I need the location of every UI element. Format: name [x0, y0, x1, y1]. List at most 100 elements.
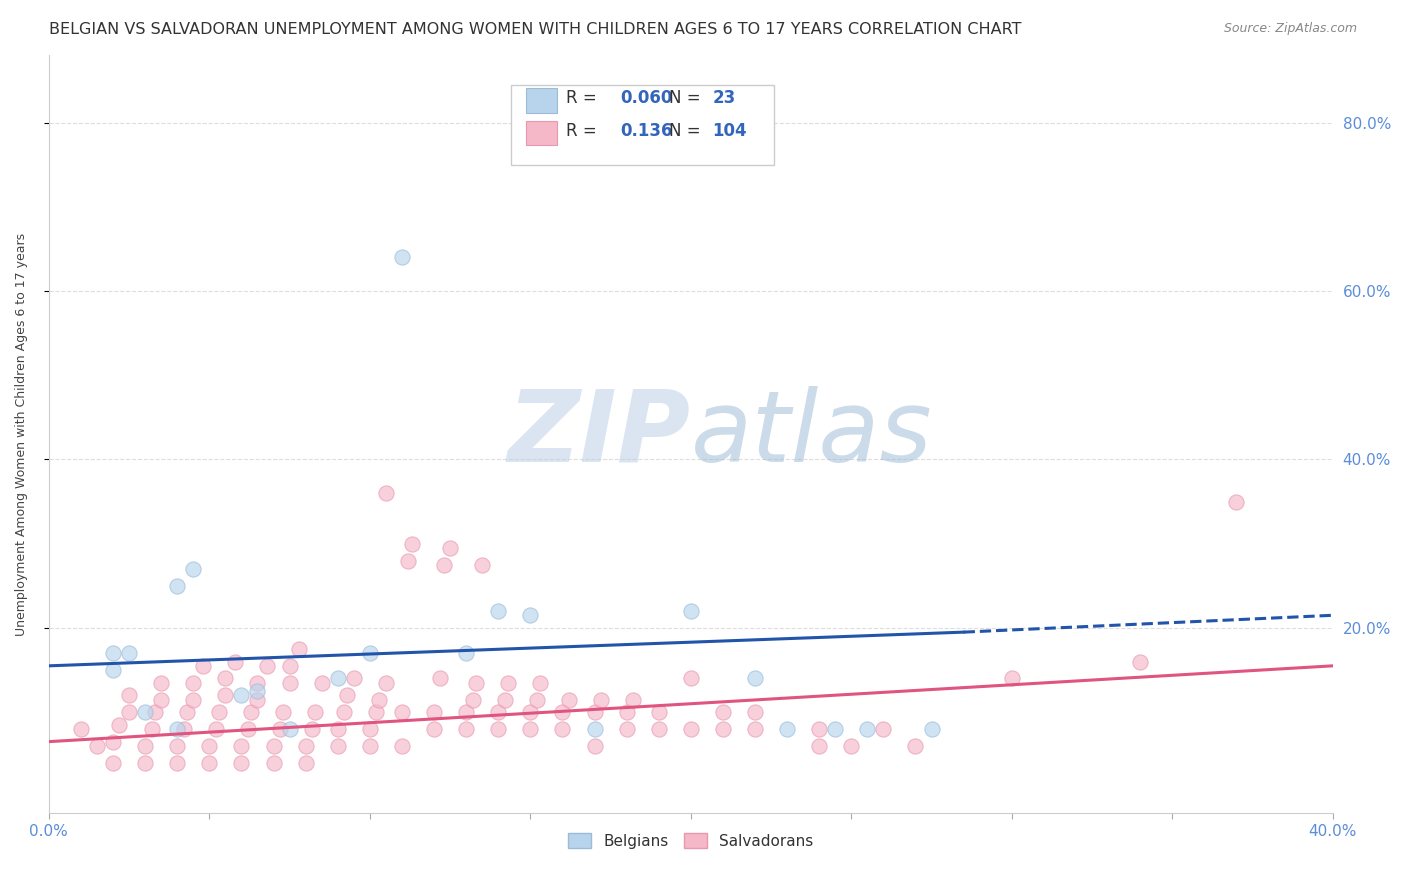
Point: [551, 722, 574, 736]
Point: [166, 756, 188, 770]
Point: [134, 705, 156, 719]
Point: [558, 692, 581, 706]
Point: [839, 739, 862, 753]
Point: [486, 705, 509, 719]
Point: [101, 646, 124, 660]
Point: [1129, 655, 1152, 669]
Point: [872, 722, 894, 736]
Point: [86, 739, 108, 753]
Point: [143, 705, 166, 719]
Point: [326, 722, 349, 736]
FancyBboxPatch shape: [526, 121, 557, 145]
Point: [423, 705, 446, 719]
FancyBboxPatch shape: [510, 86, 775, 165]
Point: [288, 642, 311, 657]
Point: [391, 739, 413, 753]
Point: [304, 705, 326, 719]
Point: [333, 705, 356, 719]
Point: [589, 692, 612, 706]
Point: [118, 646, 141, 660]
Point: [326, 739, 349, 753]
Point: [429, 672, 451, 686]
Point: [744, 705, 766, 719]
Point: [456, 722, 478, 736]
Point: [278, 722, 301, 736]
Point: [1001, 672, 1024, 686]
Point: [256, 658, 278, 673]
Point: [236, 722, 259, 736]
Point: [904, 739, 927, 753]
Point: [456, 705, 478, 719]
Point: [208, 705, 231, 719]
Point: [529, 675, 551, 690]
Point: [101, 663, 124, 677]
Point: [269, 722, 291, 736]
Point: [294, 739, 316, 753]
Point: [326, 672, 349, 686]
Point: [679, 722, 702, 736]
Point: [583, 705, 606, 719]
Point: [70, 722, 93, 736]
Y-axis label: Unemployment Among Women with Children Ages 6 to 17 years: Unemployment Among Women with Children A…: [15, 233, 28, 636]
Point: [263, 739, 285, 753]
Point: [744, 722, 766, 736]
Point: [231, 739, 253, 753]
Point: [616, 722, 638, 736]
Point: [711, 705, 734, 719]
Point: [486, 604, 509, 618]
Point: [181, 562, 204, 576]
Point: [711, 722, 734, 736]
Point: [519, 705, 541, 719]
Point: [391, 250, 413, 264]
Point: [856, 722, 879, 736]
Text: N =: N =: [669, 89, 706, 107]
Text: N =: N =: [669, 122, 706, 140]
Point: [471, 558, 494, 572]
Point: [519, 608, 541, 623]
Point: [181, 675, 204, 690]
Point: [198, 739, 221, 753]
Point: [191, 658, 214, 673]
Text: atlas: atlas: [690, 385, 932, 483]
Point: [808, 739, 831, 753]
Point: [423, 722, 446, 736]
Point: [204, 722, 226, 736]
Point: [391, 705, 413, 719]
Point: [433, 558, 456, 572]
Point: [231, 688, 253, 702]
Text: 0.060: 0.060: [620, 89, 672, 107]
Point: [150, 675, 173, 690]
Point: [246, 684, 269, 698]
Point: [808, 722, 831, 736]
Point: [224, 655, 246, 669]
Legend: Belgians, Salvadorans: Belgians, Salvadorans: [562, 827, 820, 855]
Point: [246, 675, 269, 690]
Point: [301, 722, 323, 736]
Point: [366, 705, 388, 719]
Point: [166, 722, 188, 736]
Point: [1225, 494, 1247, 508]
Point: [621, 692, 644, 706]
Text: ZIP: ZIP: [508, 385, 690, 483]
Point: [486, 722, 509, 736]
Point: [181, 692, 204, 706]
Point: [278, 675, 301, 690]
Point: [461, 692, 484, 706]
Point: [679, 672, 702, 686]
Point: [118, 705, 141, 719]
Point: [134, 739, 156, 753]
Point: [401, 537, 423, 551]
Point: [374, 486, 396, 500]
Point: [278, 658, 301, 673]
Point: [616, 705, 638, 719]
Point: [271, 705, 294, 719]
Text: R =: R =: [567, 122, 602, 140]
Point: [118, 688, 141, 702]
Point: [134, 756, 156, 770]
Point: [141, 722, 163, 736]
Text: 0.136: 0.136: [620, 122, 672, 140]
Point: [439, 541, 461, 555]
Point: [551, 705, 574, 719]
Point: [374, 675, 396, 690]
Point: [526, 692, 548, 706]
